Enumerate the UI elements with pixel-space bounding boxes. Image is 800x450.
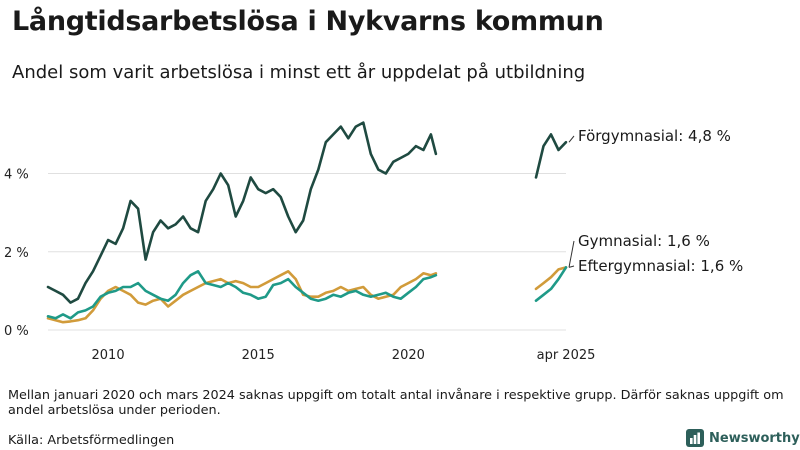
y-tick-label: 4 % xyxy=(4,168,29,183)
series-line-eftergymnasial xyxy=(46,269,438,320)
end-label-gymnasial: Gymnasial: 1,6 % xyxy=(578,232,710,250)
brand-name: Newsworthy xyxy=(709,430,800,446)
bar-chart-icon xyxy=(686,429,704,447)
chart-subtitle: Andel som varit arbetslösa i minst ett å… xyxy=(12,62,586,83)
line-chart: 0 % 2 % 4 % 2010 2015 2020 apr 2025 Förgymnasia… xyxy=(4,121,743,363)
x-tick-label: apr 2025 xyxy=(537,348,596,363)
newsworthy-logo: Newsworthy xyxy=(686,428,800,448)
series-line-eftergymnasial xyxy=(534,266,568,303)
chart-title: Långtidsarbetslösa i Nykvarns kommun xyxy=(12,6,604,37)
series-line-forgymnasial xyxy=(46,121,438,304)
series-line-forgymnasial xyxy=(534,133,568,179)
source-note: Källa: Arbetsförmedlingen xyxy=(8,433,175,448)
x-tick-label: 2015 xyxy=(242,348,275,363)
label-connector-forgymnasial xyxy=(568,135,575,143)
x-tick-label: 2010 xyxy=(92,348,125,363)
series-line-gymnasial xyxy=(534,266,568,291)
label-connector-gymnasial xyxy=(568,240,575,268)
series-line-gymnasial xyxy=(46,269,438,324)
y-tick-label: 0 % xyxy=(4,324,29,339)
end-label-eftergymnasial: Eftergymnasial: 1,6 % xyxy=(578,257,743,275)
end-label-forgymnasial: Förgymnasial: 4,8 % xyxy=(578,127,731,145)
x-tick-label: 2020 xyxy=(392,348,425,363)
y-tick-label: 2 % xyxy=(4,246,29,261)
footnote: Mellan januari 2020 och mars 2024 saknas… xyxy=(8,388,784,418)
label-connector-eftergymnasial xyxy=(568,265,575,268)
